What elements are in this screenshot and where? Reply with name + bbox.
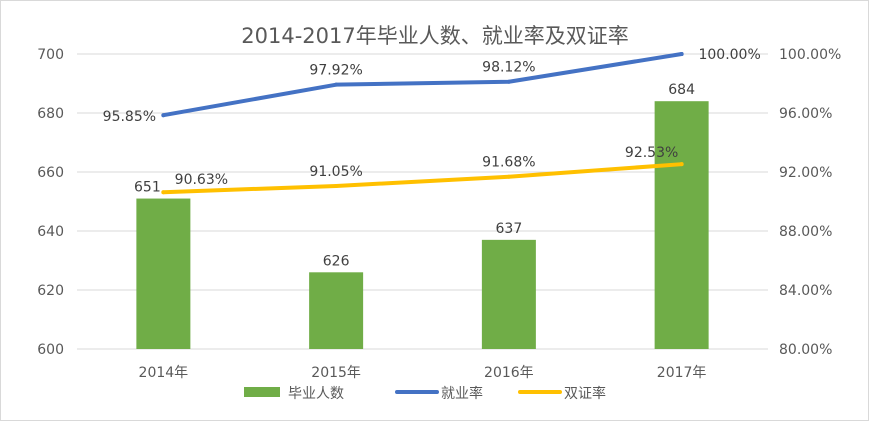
y-left-tick-label: 600 xyxy=(37,342,64,358)
line-data-label: 100.00% xyxy=(698,47,760,63)
y-right-tick-label: 96.00% xyxy=(779,106,832,122)
legend-swatch-bar xyxy=(244,387,280,397)
data-labels: 651 626 637 684 95.85% 97.92% 98.12% 100.00% 90.… xyxy=(103,47,761,269)
bar-data-label: 626 xyxy=(323,253,350,269)
y-right-tick-label: 92.00% xyxy=(779,165,832,181)
line-data-label: 97.92% xyxy=(309,63,362,79)
legend-label: 毕业人数 xyxy=(288,386,344,402)
y-left-tick-label: 660 xyxy=(37,165,64,181)
bars xyxy=(136,101,709,349)
y-right-tick-label: 80.00% xyxy=(779,342,832,358)
chart-title: 2014-2017年毕业人数、就业率及双证率 xyxy=(241,24,628,48)
line-point xyxy=(334,82,339,87)
y-left-tick-label: 620 xyxy=(37,283,64,299)
bar xyxy=(481,239,536,349)
left-axis-ticks: 600 620 640 660 680 700 xyxy=(37,47,64,358)
line-data-label: 92.53% xyxy=(625,145,678,161)
line-point xyxy=(506,174,511,179)
line-point xyxy=(161,190,166,195)
line-point xyxy=(161,113,166,118)
y-left-tick-label: 680 xyxy=(37,106,64,122)
line-data-label: 95.85% xyxy=(103,109,156,125)
right-axis-ticks: 80.00% 84.00% 88.00% 92.00% 96.00% 100.00% xyxy=(779,47,841,358)
legend-label: 双证率 xyxy=(564,385,606,402)
line-point xyxy=(679,52,684,56)
bar xyxy=(309,272,364,349)
x-tick-label: 2015年 xyxy=(311,365,361,381)
x-tick-label: 2016年 xyxy=(484,365,534,381)
bar-data-label: 651 xyxy=(134,180,161,196)
series-line-employment-rate xyxy=(161,52,684,118)
y-right-tick-label: 84.00% xyxy=(779,283,832,299)
lines xyxy=(161,52,684,195)
line-data-label: 90.63% xyxy=(175,172,228,188)
series-line-dual-cert-rate xyxy=(161,162,684,195)
line-data-label: 91.68% xyxy=(482,155,535,171)
gridlines xyxy=(77,53,768,350)
line-data-label: 98.12% xyxy=(482,60,535,76)
y-right-tick-label: 88.00% xyxy=(779,224,832,240)
x-axis-ticks: 2014年 2015年 2016年 2017年 xyxy=(139,365,707,381)
y-left-tick-label: 700 xyxy=(37,47,64,63)
line-point xyxy=(506,79,511,84)
bar xyxy=(136,198,191,349)
y-right-tick-label: 100.00% xyxy=(779,47,841,63)
legend: 毕业人数 就业率 双证率 xyxy=(244,385,606,402)
legend-label: 就业率 xyxy=(441,385,483,402)
line-point xyxy=(679,162,684,167)
bar-data-label: 637 xyxy=(496,221,523,237)
line-data-label: 91.05% xyxy=(309,164,362,180)
x-tick-label: 2014年 xyxy=(139,365,189,381)
y-left-tick-label: 640 xyxy=(37,224,64,240)
x-tick-label: 2017年 xyxy=(657,365,707,381)
bar-data-label: 684 xyxy=(668,82,695,98)
bar xyxy=(654,101,709,349)
line-point xyxy=(334,184,339,189)
